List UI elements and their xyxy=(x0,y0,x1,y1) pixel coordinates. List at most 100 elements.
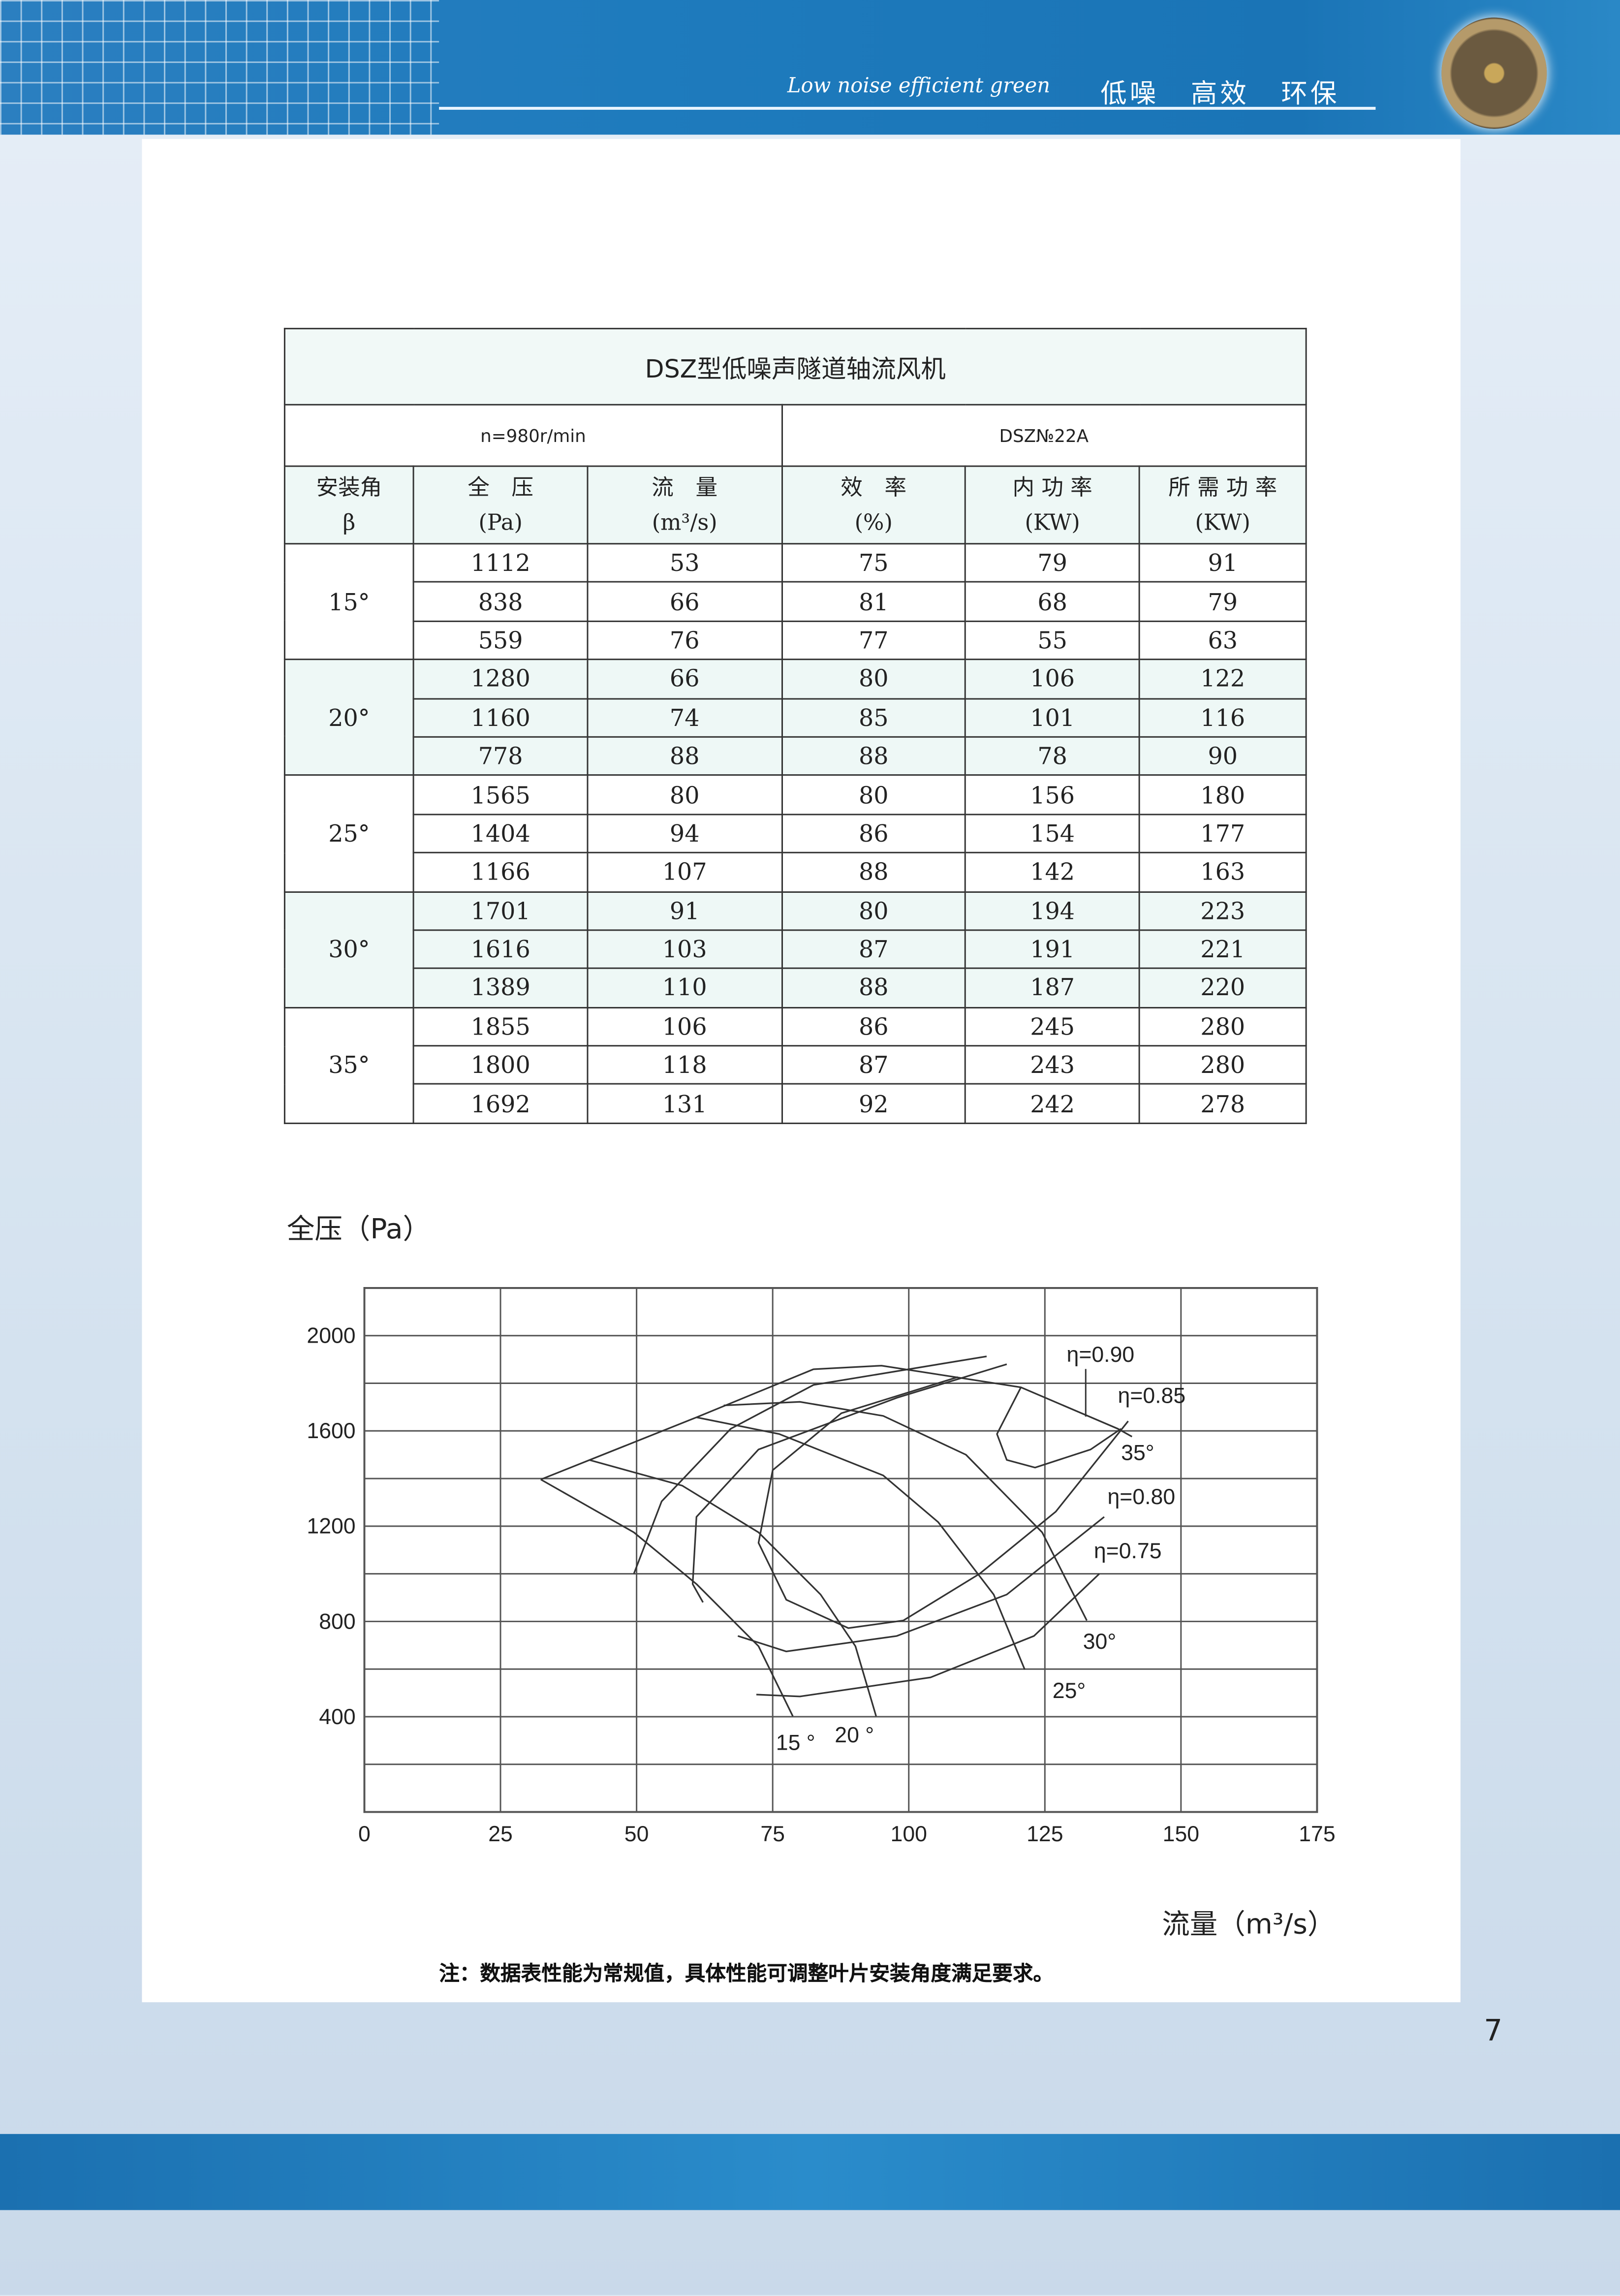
table-cell: 1800 xyxy=(412,1045,589,1086)
column-header: 效 率 (%) xyxy=(781,465,966,545)
table-cell: 88 xyxy=(781,968,966,1008)
speed-label: n=980r/min xyxy=(283,404,783,467)
footnote: 注：数据表性能为常规值，具体性能可调整叶片安装角度满足要求。 xyxy=(439,1962,1054,1986)
table-cell: 131 xyxy=(587,1083,783,1124)
table-cell: 1160 xyxy=(412,697,589,738)
curve-label: 35° xyxy=(1121,1441,1154,1465)
table-cell: 87 xyxy=(781,929,966,970)
column-header-line: 流 量 xyxy=(652,474,718,501)
table-cell: 1404 xyxy=(412,813,589,854)
slogan-english: Low noise efficient green xyxy=(787,74,1051,98)
curve-0-90 xyxy=(996,1386,1122,1469)
table-cell: 1855 xyxy=(412,1006,589,1047)
table-cell: 88 xyxy=(781,852,966,892)
table-cell: 223 xyxy=(1138,890,1307,931)
column-header-line: β xyxy=(343,509,356,536)
table-cell: 177 xyxy=(1138,813,1307,854)
column-header-line: (Pa) xyxy=(478,509,523,536)
table-row: 778 88 88 78 90 xyxy=(284,736,1307,777)
curve-15 xyxy=(540,1478,794,1717)
table-cell: 278 xyxy=(1138,1083,1307,1124)
table-cell: 75 xyxy=(781,543,966,583)
curve-label: 30° xyxy=(1083,1630,1116,1654)
x-tick-label: 75 xyxy=(760,1822,785,1846)
table-row: 25° 1565 80 80 156 180 xyxy=(283,775,1307,892)
x-tick-label: 100 xyxy=(891,1822,927,1846)
footer-banner xyxy=(0,2134,1620,2210)
angle-cell: 35° xyxy=(283,1006,414,1124)
table-cell: 110 xyxy=(587,968,783,1008)
table-cell: 81 xyxy=(781,581,966,622)
column-header-line: 内 功 率 xyxy=(1012,474,1092,501)
table-cell: 55 xyxy=(965,620,1140,660)
table-cell: 106 xyxy=(965,659,1140,699)
table-row: 1692 131 92 242 278 xyxy=(284,1083,1307,1124)
y-tick-label: 1600 xyxy=(307,1419,355,1443)
column-header: 内 功 率 (KW) xyxy=(965,465,1140,545)
table-cell: 142 xyxy=(965,852,1140,892)
table-cell: 1692 xyxy=(412,1083,589,1124)
y-tick-label: 1200 xyxy=(307,1514,355,1539)
table-cell: 91 xyxy=(1138,543,1307,583)
model-label: DSZ№22A xyxy=(781,404,1307,467)
x-tick-label: 0 xyxy=(358,1822,371,1846)
table-cell: 194 xyxy=(965,890,1140,931)
table-cell: 1616 xyxy=(412,929,589,970)
curve-30 xyxy=(723,1401,1088,1621)
table-cell: 245 xyxy=(965,1006,1140,1047)
curve-25 xyxy=(696,1416,1026,1670)
table-row: 1404 94 86 154 177 xyxy=(284,813,1307,854)
curve-label: 25° xyxy=(1053,1679,1086,1703)
table-cell: 90 xyxy=(1138,736,1307,777)
x-tick-label: 175 xyxy=(1299,1822,1335,1846)
curve-35 xyxy=(540,1365,1133,1480)
angle-cell: 30° xyxy=(283,890,414,1008)
y-tick-label: 800 xyxy=(319,1609,355,1634)
curve-0-80 xyxy=(737,1516,1105,1653)
table-cell: 80 xyxy=(587,775,783,815)
curve-label: η=0.85 xyxy=(1118,1384,1186,1408)
table-cell: 107 xyxy=(587,852,783,892)
grid-decoration xyxy=(0,0,439,135)
column-header-line: 所 需 功 率 xyxy=(1168,474,1277,501)
table-cell: 1701 xyxy=(412,890,589,931)
y-tick-label: 2000 xyxy=(307,1324,355,1348)
table-cell: 280 xyxy=(1138,1006,1307,1047)
page-number: 7 xyxy=(1484,2012,1503,2048)
table-cell: 94 xyxy=(587,813,783,854)
table-cell: 66 xyxy=(587,659,783,699)
table-cell: 103 xyxy=(587,929,783,970)
column-header-line: (m³/s) xyxy=(652,509,717,536)
column-header-line: 全 压 xyxy=(467,474,534,501)
table-cell: 154 xyxy=(965,813,1140,854)
x-tick-label: 125 xyxy=(1027,1822,1063,1846)
curve-0-75 xyxy=(633,1355,987,1574)
table-row: 20° 1280 66 80 106 122 xyxy=(283,659,1307,777)
table-cell: 79 xyxy=(1138,581,1307,622)
table-cell: 74 xyxy=(587,697,783,738)
curve-label: η=0.90 xyxy=(1067,1343,1135,1367)
header-banner: Low noise efficient green 低噪 高效 环保 xyxy=(0,0,1620,135)
column-header-line: (KW) xyxy=(1195,509,1250,536)
table-cell: 1565 xyxy=(412,775,589,815)
table-cell: 191 xyxy=(965,929,1140,970)
table-cell: 88 xyxy=(781,736,966,777)
table-cell: 101 xyxy=(965,697,1140,738)
performance-chart: 0 25 50 75 100 125 150 175 400 800 1200 1600 2000 η=0… xyxy=(307,1287,1336,1846)
fan-image xyxy=(1441,17,1547,129)
table-cell: 280 xyxy=(1138,1045,1307,1086)
table-cell: 1389 xyxy=(412,968,589,1008)
angle-cell: 15° xyxy=(283,543,414,660)
curve-label: 20 ° xyxy=(835,1723,874,1747)
column-header: 全 压 (Pa) xyxy=(412,465,589,545)
table-cell: 88 xyxy=(587,736,783,777)
curve-20 xyxy=(589,1459,877,1717)
y-tick-label: 400 xyxy=(319,1705,355,1729)
table-cell: 86 xyxy=(781,813,966,854)
column-header: 流 量 (m³/s) xyxy=(587,465,783,545)
x-axis-label: 流量（m³/s） xyxy=(1162,1908,1336,1941)
table-cell: 220 xyxy=(1138,968,1307,1008)
table-cell: 242 xyxy=(965,1083,1140,1124)
table-cell: 116 xyxy=(1138,697,1307,738)
